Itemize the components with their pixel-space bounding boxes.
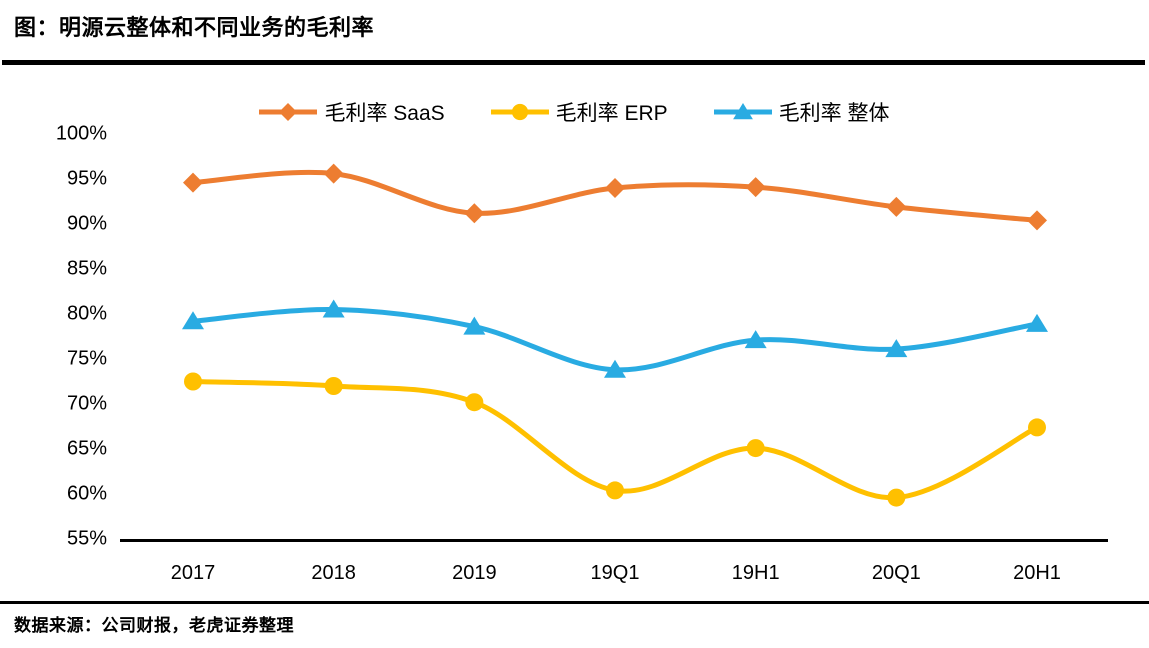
x-tick-label: 2018 [311, 562, 356, 584]
y-tick-label: 95% [66, 167, 107, 190]
legend-label: 毛利率 ERP [555, 102, 668, 125]
legend-diamond-marker-icon [279, 103, 298, 121]
legend-label: 毛利率 SaaS [324, 102, 445, 125]
x-tick-label: 19H1 [731, 562, 780, 584]
diamond-marker [183, 172, 203, 193]
diamond-marker [745, 177, 766, 198]
diamond-marker [464, 203, 485, 224]
legend-triangle-marker-icon [732, 103, 753, 120]
source-note: 数据来源：公司财报，老虎证券整理 [14, 616, 294, 635]
triangle-marker [1026, 313, 1048, 332]
series-diamond [183, 163, 1047, 231]
circle-marker [1028, 418, 1046, 437]
triangle-marker [604, 359, 626, 378]
y-tick-label: 100% [55, 122, 107, 145]
triangle-marker [463, 316, 486, 335]
y-tick-label: 85% [66, 257, 107, 280]
circle-marker [887, 488, 906, 507]
legend-item: 毛利率 SaaS [259, 97, 445, 127]
y-tick-label: 70% [66, 392, 107, 415]
title-divider [2, 60, 1145, 65]
legend-item: 毛利率 整体 [713, 97, 890, 127]
x-tick-label: 20H1 [1013, 562, 1061, 584]
diamond-marker [605, 178, 625, 198]
circle-marker [606, 481, 624, 500]
diamond-marker [323, 163, 344, 184]
series-triangle [182, 299, 1048, 378]
legend-item: 毛利率 ERP [490, 97, 668, 127]
legend-triangle-swatch-icon [713, 103, 772, 120]
x-tick-label: 19Q1 [590, 562, 640, 584]
triangle-marker [885, 339, 908, 358]
y-tick-label: 65% [66, 437, 107, 460]
figure-title: 图：明源云整体和不同业务的毛利率 [14, 15, 375, 40]
y-tick-label: 55% [66, 527, 107, 550]
diamond-marker [1027, 210, 1047, 231]
circle-marker [746, 439, 765, 458]
diamond-marker [886, 196, 907, 217]
circle-marker [465, 393, 484, 412]
triangle-marker [744, 330, 767, 349]
x-tick-label: 20Q1 [871, 562, 921, 584]
legend-label: 毛利率 整体 [778, 102, 890, 125]
legend-circle-marker-icon [511, 103, 528, 121]
legend-circle-swatch-icon [490, 103, 549, 121]
footer-divider [0, 601, 1149, 604]
x-tick-label: 2017 [170, 562, 216, 584]
y-tick-label: 60% [66, 482, 107, 505]
circle-marker [324, 377, 343, 395]
y-tick-label: 75% [66, 347, 107, 370]
circle-marker [184, 372, 202, 391]
chart-legend: 毛利率 SaaS 毛利率 ERP 毛利率 整体 [0, 96, 1149, 128]
y-tick-label: 90% [66, 212, 107, 235]
x-axis-line [120, 539, 1108, 542]
triangle-marker [182, 311, 204, 330]
triangle-marker [322, 299, 345, 318]
series-line [190, 379, 1040, 501]
x-tick-label: 2019 [452, 562, 497, 584]
y-tick-label: 80% [66, 302, 107, 325]
legend-diamond-swatch-icon [259, 103, 318, 121]
series-circle [184, 372, 1046, 507]
